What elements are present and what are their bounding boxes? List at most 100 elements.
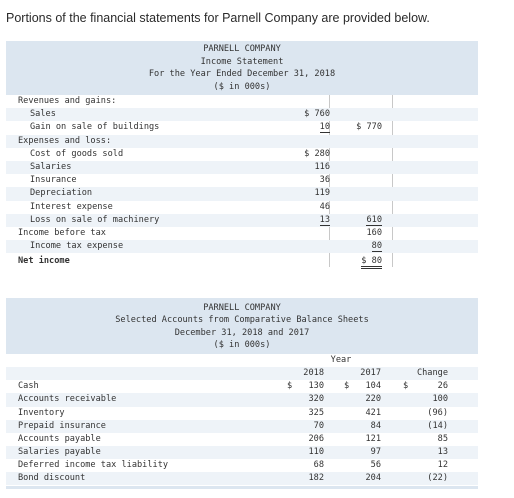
row-label: Inventory [18,407,65,418]
value-change: 13 [437,446,448,457]
table-row: Net income $ 80 [6,253,478,270]
value-2017: 56 [370,459,381,470]
value-change: (96) [427,407,448,418]
intro-text: Portions of the financial statements for… [6,11,430,25]
table-row: Loss on sale of machinery 13 610 [6,213,478,227]
col-2017-header: 2017 [360,368,381,379]
balance-sheet: PARNELL COMPANY Selected Accounts from C… [6,298,478,490]
amount: 13 [270,214,330,227]
statement-units: ($ in 000s) [213,81,271,92]
balance-sheet-title: Selected Accounts from Comparative Balan… [115,315,369,326]
income-statement: PARNELL COMPANY Income Statement For the… [6,41,478,270]
table-row: Salaries payable 110 97 13 [6,445,478,459]
table-bottom-border [6,486,478,490]
statement-period: For the Year Ended December 31, 2018 [148,69,336,79]
value-2018: 130 [308,381,324,392]
dollar-sign: $ [287,381,293,392]
balance-rows: Year 2018 2017 Change Cash $ 130 $ 104 $… [6,354,478,490]
total-value: 80 [371,241,382,253]
table-row: Income tax expense 80 [6,240,478,254]
total-value: 610 [366,214,382,226]
row-label: Depreciation [30,188,93,199]
company-name: PARNELL COMPANY [203,303,281,313]
row-label: Bond discount [18,473,86,484]
table-row: Salaries 116 [6,160,478,175]
company-name: PARNELL COMPANY [203,44,281,54]
column-divider [392,95,393,267]
table-row: Interest expense 46 [6,201,478,214]
value-2017: 97 [370,446,381,457]
row-label: Gain on sale of buildings [30,122,160,133]
table-row: Expenses and loss: [6,134,478,148]
value-2018: 182 [308,473,324,484]
row-label: Accounts payable [18,433,101,444]
value-2017: 121 [365,433,381,444]
value-2017: 104 [365,381,381,392]
value-2018: 110 [308,446,324,457]
amount: 36 [319,175,330,186]
row-label: Sales [30,109,56,120]
income-rows: Revenues and gains: Sales $ 760 Gain on s… [6,95,478,270]
value-change: 26 [437,381,448,392]
total: 610 [322,214,382,227]
table-row: Deferred income tax liability 68 56 12 [6,459,478,472]
row-label: Net income [18,256,70,267]
table-row: Sales $ 760 [6,108,478,122]
value-change: (22) [427,473,448,484]
statement-title: Income Statement [200,56,284,67]
table-row: Accounts payable 206 121 85 [6,433,478,446]
amount: 119 [314,188,330,199]
value-change: (14) [427,420,448,431]
total: 80 [322,240,382,253]
col-2018-header: 2018 [303,368,324,379]
total: 160 [366,227,382,238]
row-label: Expenses and loss: [18,135,112,146]
row-label: Salaries payable [18,446,101,457]
table-row: Cost of goods sold $ 280 [6,148,478,161]
amount: 116 [314,161,330,172]
amount: $ 760 [304,109,330,120]
value-2017: 204 [365,473,381,484]
amount: 46 [319,201,330,212]
table-row: Bond discount 182 204 (22) [6,472,478,486]
value-change: 100 [432,394,448,405]
table-row: Insurance 36 [6,174,478,187]
table-row: Accounts receivable 320 220 100 [6,393,478,407]
value-change: 85 [437,433,448,444]
column-divider [329,95,330,267]
value-2018: 206 [308,433,324,444]
column-header-row: 2018 2017 Change [6,367,478,381]
income-statement-header: PARNELL COMPANY Income Statement For the… [6,41,478,95]
row-label: Cost of goods sold [30,148,124,159]
value-2017: 421 [365,407,381,418]
table-row: Revenues and gains: [6,95,478,108]
amount: $ 280 [304,148,330,159]
total: $ 770 [356,122,382,133]
total-value: $ 80 [361,256,382,270]
value-2018: 70 [313,420,324,431]
row-label: Cash [18,381,39,392]
dollar-sign: $ [344,381,350,392]
row-label: Deferred income tax liability [18,459,169,470]
amount-value: 13 [319,214,330,226]
table-row: Prepaid insurance 70 84 (14) [6,419,478,433]
row-label: Loss on sale of machinery [30,214,160,225]
row-label: Revenues and gains: [18,96,117,106]
balance-sheet-units: ($ in 000s) [213,339,271,350]
value-2018: 68 [313,459,324,470]
value-2018: 320 [308,394,324,405]
row-label: Income before tax [18,227,106,238]
col-change-header: Change [416,368,448,379]
amount-value: 10 [319,122,330,134]
value-2017: 220 [365,394,381,405]
table-row: Gain on sale of buildings 10 $ 770 [6,121,478,134]
balance-sheet-dates: December 31, 2018 and 2017 [174,327,310,338]
row-label: Interest expense [30,201,113,212]
year-label: Year [330,355,352,366]
value-2017: 84 [370,420,381,431]
dollar-sign: $ [403,381,409,392]
year-row: Year [6,354,478,367]
row-label: Prepaid insurance [18,420,106,431]
row-label: Accounts receivable [18,394,117,405]
table-row: Income before tax 160 [6,227,478,240]
